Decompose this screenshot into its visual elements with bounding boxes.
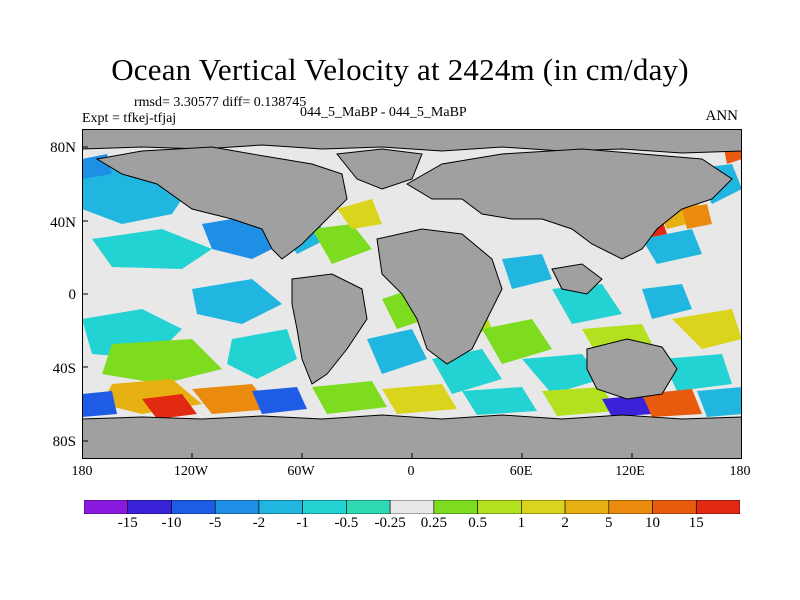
velocity-patch: [382, 384, 457, 414]
colorbar-label: -15: [117, 515, 138, 531]
lon-tick-label: 120W: [173, 464, 209, 479]
colorbar-label: 5: [605, 515, 613, 531]
colorbar-swatch: [652, 500, 697, 514]
lat-tick-label: 0: [68, 287, 77, 303]
velocity-patch: [642, 229, 702, 264]
lon-tick-label: 120E: [615, 464, 645, 479]
colorbar-label: 1: [517, 515, 526, 531]
colorbar-swatch: [389, 500, 435, 514]
velocity-patch: [82, 391, 117, 417]
colorbar-swatch: [521, 500, 566, 514]
colorbar-swatch: [258, 500, 303, 514]
colorbar-swatch: [302, 500, 347, 514]
colorbar-swatch: [346, 500, 391, 514]
velocity-patch: [482, 319, 552, 364]
colorbar-swatch: [171, 500, 216, 514]
velocity-patch: [672, 309, 742, 349]
colorbar-label: -2: [252, 515, 266, 531]
lat-tick-label: 80S: [52, 434, 76, 450]
experiment-label: Expt = tfkej-tfjaj: [82, 111, 177, 126]
velocity-field-patches: [82, 134, 742, 419]
colorbar-label: 15: [688, 515, 704, 531]
chart-title: Ocean Vertical Velocity at 2424m (in cm/…: [111, 52, 689, 87]
colorbar-swatch: [608, 500, 653, 514]
colorbar-swatch: [84, 500, 129, 514]
colorbar-swatch: [564, 500, 610, 514]
lon-tick-label: 0: [407, 464, 415, 479]
colorbar-swatch: [214, 500, 260, 514]
land-eurasia: [406, 148, 733, 260]
velocity-patch: [602, 395, 652, 417]
velocity-patch: [502, 254, 552, 289]
velocity-patch: [662, 354, 732, 391]
velocity-patch: [312, 381, 387, 414]
colorbar-label: 10: [645, 515, 661, 531]
season-label: ANN: [705, 108, 739, 124]
colorbar: [84, 500, 740, 514]
land-australia: [586, 338, 678, 400]
colorbar-label: -0.25: [374, 515, 406, 531]
velocity-patch: [192, 384, 272, 414]
case-label: 044_5_MaBP - 044_5_MaBP: [300, 105, 467, 120]
velocity-patch: [312, 224, 372, 264]
velocity-patch: [682, 204, 712, 229]
lat-tick-label: 40S: [52, 361, 76, 377]
land-polar-north: [82, 129, 742, 154]
colorbar-label: -1: [296, 515, 309, 531]
colorbar-swatch: [127, 500, 172, 514]
velocity-patch: [337, 199, 382, 229]
velocity-patch: [552, 284, 622, 324]
colorbar-swatch: [433, 500, 478, 514]
velocity-patch: [92, 229, 212, 269]
velocity-patch: [642, 389, 702, 417]
land-masses: [82, 129, 742, 459]
lon-tick-label: 180: [729, 464, 751, 479]
velocity-patch: [697, 387, 742, 417]
land-north-america: [95, 146, 348, 260]
land-africa: [376, 228, 503, 365]
colorbar-swatch: [695, 500, 740, 514]
velocity-patch: [252, 387, 307, 414]
lon-tick-label: 180: [71, 464, 93, 479]
velocity-patch: [192, 279, 282, 324]
rmsd-diff-stats: rmsd= 3.30577 diff= 0.138745: [134, 95, 307, 110]
land-south-america: [291, 273, 368, 385]
lon-tick-label: 60E: [509, 464, 533, 479]
lon-tick-label: 60W: [287, 464, 315, 479]
land-greenland: [336, 148, 423, 190]
land-antarctica: [82, 414, 742, 459]
colorbar-label: -5: [208, 515, 222, 531]
colorbar-swatch: [477, 500, 522, 514]
lat-tick-label: 80N: [50, 140, 76, 156]
velocity-patch: [542, 387, 617, 416]
velocity-patch: [142, 394, 197, 419]
colorbar-label: 2: [561, 515, 569, 531]
velocity-map: [82, 129, 742, 459]
velocity-patch: [102, 339, 222, 384]
map-ticks: [82, 146, 633, 459]
colorbar-label: -10: [161, 515, 182, 531]
velocity-patch: [227, 329, 297, 379]
velocity-patch: [522, 354, 602, 394]
velocity-patch: [462, 387, 537, 415]
land-southeast-asia: [551, 263, 603, 295]
colorbar-label: -0.5: [334, 515, 359, 531]
velocity-patch: [642, 284, 692, 319]
velocity-patch: [367, 329, 427, 374]
colorbar-label: 0.25: [420, 515, 447, 531]
lat-tick-label: 40N: [50, 215, 76, 231]
colorbar-label: 0.5: [468, 515, 487, 531]
